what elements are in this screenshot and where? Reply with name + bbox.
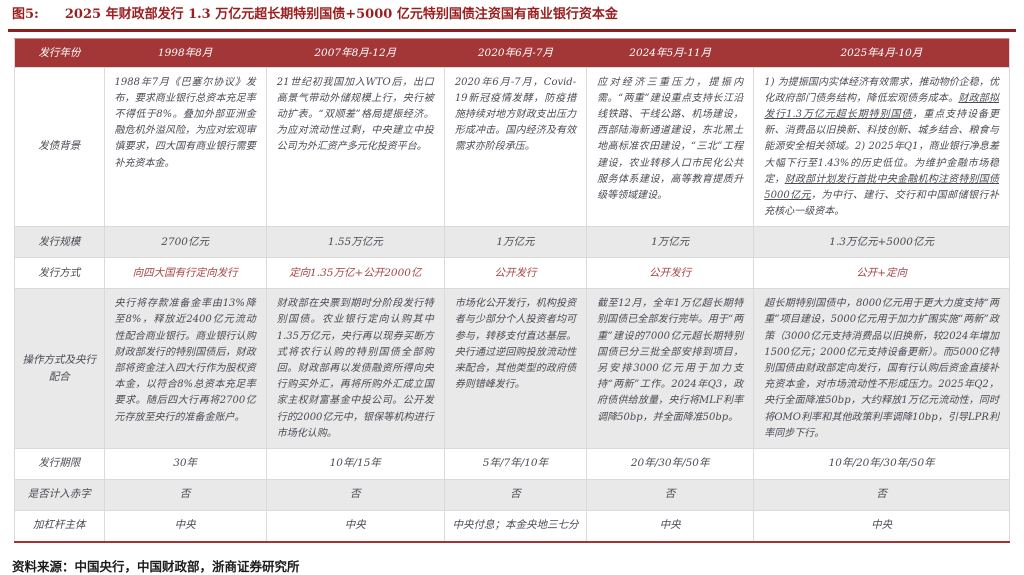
row-label-leverage: 加杠杆主体 [14,509,105,543]
cell-deficit-2007: 否 [265,478,445,511]
row-issuance-method: 发行方式 向四大国有行定向发行 定向1.35万亿+公开2000亿 公开发行 公开… [14,257,1010,290]
cell-term-2020: 5年/7年/10年 [443,447,588,480]
cell-leverage-1998: 中央 [103,509,267,543]
cell-background-2024: 应对经济三重压力，提振内需。“两重”建设重点支持长江沿线铁路、干线公路、机场建设… [586,66,755,228]
row-issuance-background: 发债背景 1988年7月《巴塞尔协议》发布，要求商业银行总资本充足率不得低于8%… [14,66,1010,228]
cell-background-2020: 2020年6月-7月，Covid-19新冠疫情发酵，防疫措施持续对地方财政支出压… [443,66,588,228]
cell-method-2025: 公开+定向 [753,257,1010,290]
cell-background-1998: 1988年7月《巴塞尔协议》发布，要求商业银行总资本充足率不得低于8%。叠加外部… [103,66,267,228]
cell-deficit-2020: 否 [443,478,588,511]
row-leverage-entity: 加杠杆主体 中央 中央 中央付息；本金央地三七分 中央 中央 [14,509,1010,543]
title-divider [8,28,1016,32]
row-label-operation: 操作方式及央行配合 [14,288,105,449]
row-label-background: 发债背景 [14,66,105,228]
header-row: 发行年份 1998年8月 2007年8月-12月 2020年6月-7月 2024… [14,38,1010,68]
cell-background-2025: 1) 为提振国内实体经济有效需求，推动物价企稳，优化政府部门债务结构，降低宏观债… [753,66,1010,228]
row-operation-method: 操作方式及央行配合 央行将存款准备金率由13%降至8%，释放近2400亿元流动性… [14,288,1010,449]
cell-term-1998: 30年 [103,447,267,480]
data-source-note: 资料来源：中国央行，中国财政部，浙商证券研究所 [12,556,1024,575]
row-issuance-scale: 发行规模 2700亿元 1.55万亿元 1万亿元 1万亿元 1.3万亿元+500… [14,226,1010,259]
cell-method-2024: 公开发行 [586,257,755,290]
header-2020: 2020年6月-7月 [444,38,587,68]
cell-leverage-2024: 中央 [586,509,755,543]
header-issue-year: 发行年份 [14,38,105,68]
header-2025: 2025年4月-10月 [753,38,1010,68]
cell-operation-2024: 截至12月，全年1万亿超长期特别国债已全部发行完毕。用于“两重”建设的7000亿… [586,288,755,449]
cell-method-1998: 向四大国有行定向发行 [103,257,267,290]
cell-operation-2007: 财政部在央票到期时分阶段发行特别国债。农业银行定向认购其中1.35万亿元，央行再… [265,288,445,449]
cell-term-2025: 10年/20年/30年/50年 [753,447,1010,480]
cell-operation-1998: 央行将存款准备金率由13%降至8%，释放近2400亿元流动性配合商业银行。商业银… [103,288,267,449]
source-value: 中国央行，中国财政部，浙商证券研究所 [74,558,300,574]
background-2025-underline-1: 财政部拟发行1.3万亿元超长期特别国债 [764,92,1000,120]
row-label-term: 发行期限 [14,447,105,480]
row-label-scale: 发行规模 [14,226,105,259]
cell-deficit-1998: 否 [103,478,267,511]
cell-term-2007: 10年/15年 [265,447,445,480]
cell-term-2024: 20年/30年/50年 [586,447,755,480]
figure-caption: 图5: 2025 年财政部发行 1.3 万亿元超长期特别国债+5000 亿元特别国… [0,0,1024,26]
cell-deficit-2024: 否 [586,478,755,511]
header-1998: 1998年8月 [104,38,267,68]
cell-deficit-2025: 否 [753,478,1010,511]
row-label-deficit: 是否计入赤字 [14,478,105,511]
cell-operation-2025: 超长期特别国债中，8000亿元用于更大力度支持“两重”项目建设，5000亿元用于… [753,288,1010,449]
special-treasury-bond-table: 发行年份 1998年8月 2007年8月-12月 2020年6月-7月 2024… [14,37,1010,543]
figure-number: 图5: [12,7,39,22]
cell-scale-2007: 1.55万亿元 [265,226,445,259]
cell-leverage-2020: 中央付息；本金央地三七分 [443,509,588,543]
background-2025-underline-2: 财政部计划发行首批中央金融机构注资特别国债5000亿元 [764,173,1000,201]
row-deficit-inclusion: 是否计入赤字 否 否 否 否 否 [14,478,1010,511]
header-2024: 2024年5月-11月 [586,38,754,68]
figure-title: 2025 年财政部发行 1.3 万亿元超长期特别国债+5000 亿元特别国债注资… [64,7,618,22]
cell-scale-2020: 1万亿元 [443,226,588,259]
cell-leverage-2025: 中央 [753,509,1010,543]
cell-scale-1998: 2700亿元 [103,226,267,259]
cell-background-2007: 21世纪初我国加入WTO后，出口高景气带动外储规模上行，央行被动扩表。“双顺差”… [265,66,445,228]
background-2025-text: ，为中行、建行、交行和中国邮储银行补充核心一级资本。 [764,189,999,218]
cell-scale-2024: 1万亿元 [586,226,755,259]
source-label: 资料来源： [12,558,75,574]
cell-scale-2025: 1.3万亿元+5000亿元 [753,226,1010,259]
cell-operation-2020: 市场化公开发行，机构投资者与少部分个人投资者均可参与，转移支付直达基层。央行通过… [443,288,588,449]
header-2007: 2007年8月-12月 [266,38,445,68]
cell-method-2007: 定向1.35万亿+公开2000亿 [265,257,445,290]
background-2025-text: ，重点支持设备更新、消费品以旧换新、科技创新、城乡结合、粮食与能源安全相关领域。… [764,108,1000,185]
row-issuance-term: 发行期限 30年 10年/15年 5年/7年/10年 20年/30年/50年 1… [14,447,1010,480]
cell-method-2020: 公开发行 [443,257,588,290]
row-label-method: 发行方式 [14,257,105,290]
background-2025-text: 1) 为提振国内实体经济有效需求，推动物价企稳，优化政府部门债务结构，降低宏观债… [764,76,999,104]
cell-leverage-2007: 中央 [265,509,445,543]
